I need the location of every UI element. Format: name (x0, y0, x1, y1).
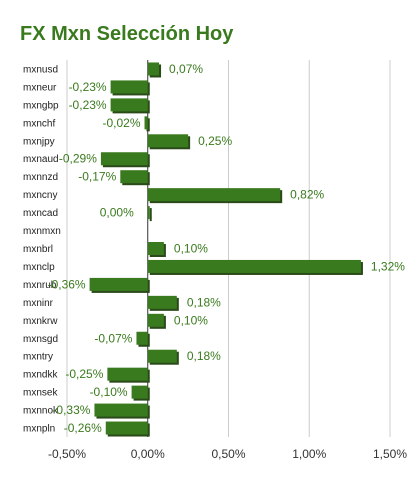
data-label: -0,02% (102, 116, 140, 130)
category-label: mxncny (23, 190, 57, 201)
data-label: 0,07% (169, 62, 203, 76)
x-axis-tick-labels: -0,50% 0,00% 0,50% 1,00% 1,50% (48, 447, 407, 461)
category-label: mxnsgd (23, 334, 58, 345)
category-label: mxnkrw (23, 316, 58, 327)
category-label: mxneur (23, 82, 57, 93)
category-labels: mxnusd mxneur mxngbp mxnchf mxnjpy mxnaud mxnn… (23, 64, 61, 434)
bar-mxnrub (89, 277, 148, 291)
data-label: 0,25% (198, 134, 232, 148)
data-label: -0,23% (69, 98, 107, 112)
data-label: 0,82% (290, 188, 324, 202)
data-label: -0,10% (90, 385, 128, 399)
category-label: mxnbrl (23, 244, 53, 255)
x-tick-label: -0,50% (48, 447, 86, 461)
category-label: mxndkk (23, 370, 58, 381)
bar-mxnusd (147, 62, 160, 76)
data-label: -0,07% (94, 331, 132, 345)
category-label: mxnmxn (23, 226, 61, 237)
data-labels: 0,07% -0,23% -0,23% -0,02% 0,25% -0,29% -0,17%… (48, 62, 406, 435)
data-label: -0,29% (59, 152, 97, 166)
data-label: 0,10% (174, 242, 208, 256)
bar-mxnkrw (147, 313, 164, 327)
category-label: mxnaud (23, 154, 59, 165)
x-tick-label: 0,50% (211, 447, 245, 461)
bar-mxnchf (144, 116, 148, 130)
category-label: mxnsek (23, 388, 58, 399)
category-label: mxnclp (23, 262, 55, 273)
chart-title: FX Mxn Selección Hoy (20, 23, 234, 45)
bar-shadow (146, 118, 150, 132)
category-label: mxncad (23, 208, 58, 219)
category-label: mxnpln (23, 424, 55, 435)
bars (89, 62, 363, 437)
category-label: mxnusd (23, 64, 58, 75)
data-label: -0,23% (69, 80, 107, 94)
category-label: mxnnzd (23, 172, 58, 183)
bar-mxnjpy (147, 134, 189, 148)
data-label: -0,17% (78, 170, 116, 184)
category-label: mxnrub (23, 280, 57, 291)
bar-mxnnzd (120, 170, 148, 184)
x-tick-label: 1,50% (373, 447, 407, 461)
data-label: 0,10% (174, 313, 208, 327)
x-tick-label: 1,00% (292, 447, 326, 461)
bar-mxntry (147, 349, 177, 363)
data-label: 0,18% (187, 295, 221, 309)
data-label: -0,36% (48, 277, 86, 291)
category-label: mxntry (23, 352, 53, 363)
bar-mxnaud (100, 152, 148, 166)
bar-mxnsek (131, 385, 148, 399)
category-label: mxninr (23, 298, 54, 309)
bar-mxnclp (147, 259, 361, 273)
category-label: mxnchf (23, 118, 55, 129)
category-label: mxnjpy (23, 136, 55, 147)
bar-mxndkk (107, 367, 148, 381)
bar-mxnbrl (147, 242, 164, 255)
data-label: -0,25% (65, 367, 103, 381)
data-label: -0,26% (64, 421, 102, 435)
bar-mxninr (147, 295, 177, 309)
data-label: 1,32% (371, 259, 405, 273)
bar-mxneur (110, 80, 148, 94)
category-label: mxnnok (23, 406, 59, 417)
data-label: -0,33% (52, 403, 90, 417)
bar-mxnsgd (136, 331, 148, 345)
data-label: 0,00% (100, 206, 134, 220)
bar-mxngbp (110, 98, 148, 112)
x-tick-label: 0,00% (131, 447, 165, 461)
bar-mxnpln (105, 421, 148, 435)
bar-mxncad (147, 206, 150, 220)
category-label: mxngbp (23, 100, 59, 111)
bar-shadow (149, 208, 152, 222)
bar-mxnnok (94, 403, 148, 417)
data-label: 0,18% (187, 349, 221, 363)
bar-mxncny (147, 188, 281, 202)
